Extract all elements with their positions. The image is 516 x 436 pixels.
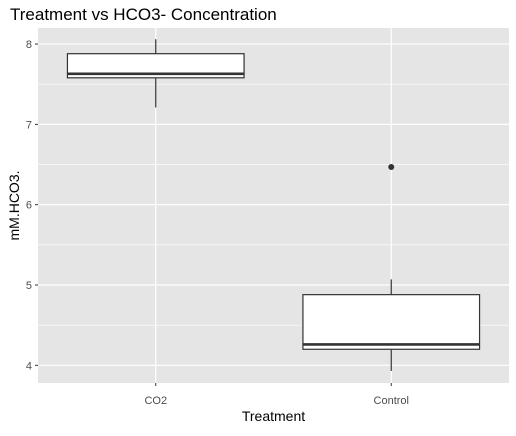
y-axis-label: mM.HCO3. — [6, 171, 22, 241]
chart-title: Treatment vs HCO3- Concentration — [10, 5, 277, 24]
x-tick-label: Control — [374, 395, 409, 407]
x-tick-label: CO2 — [144, 395, 167, 407]
y-tick-label: 7 — [26, 119, 32, 131]
y-tick-label: 5 — [26, 280, 32, 292]
y-tick-label: 4 — [26, 360, 32, 372]
y-tick-label: 6 — [26, 200, 32, 212]
x-axis-label: Treatment — [242, 408, 305, 424]
y-tick-label: 8 — [26, 39, 32, 51]
outlier-point — [388, 163, 395, 170]
y-axis-ticks: 4 5 6 7 8 — [26, 39, 38, 372]
boxplot-layer — [66, 39, 481, 371]
x-axis-ticks: CO2 Control — [144, 383, 409, 407]
box — [302, 294, 481, 350]
